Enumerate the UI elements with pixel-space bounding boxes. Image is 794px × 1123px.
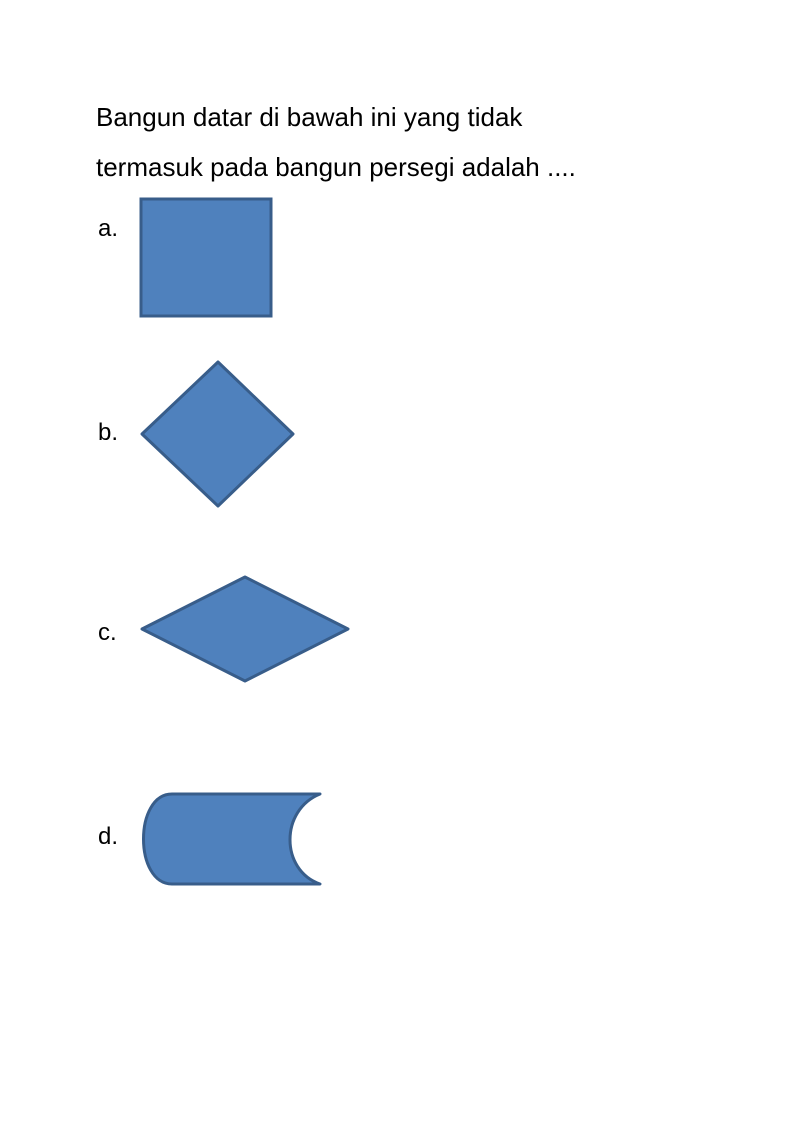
option-d-label[interactable]: d. xyxy=(98,823,119,850)
option-d-stored-data-shape[interactable] xyxy=(140,790,326,890)
question-line-2: termasuk pada bangun persegi adalah .... xyxy=(96,152,576,182)
option-b-rotated-square[interactable] xyxy=(138,358,298,510)
question-line-1: Bangun datar di bawah ini yang tidak xyxy=(96,102,523,132)
option-c-label[interactable]: c. xyxy=(98,619,117,646)
option-c-rhombus[interactable] xyxy=(138,574,352,686)
question-text: Bangun datar di bawah ini yang tidak ter… xyxy=(96,92,716,192)
option-a-square[interactable] xyxy=(138,196,276,322)
option-a-label[interactable]: a. xyxy=(98,215,119,242)
option-b-label[interactable]: b. xyxy=(98,419,119,446)
